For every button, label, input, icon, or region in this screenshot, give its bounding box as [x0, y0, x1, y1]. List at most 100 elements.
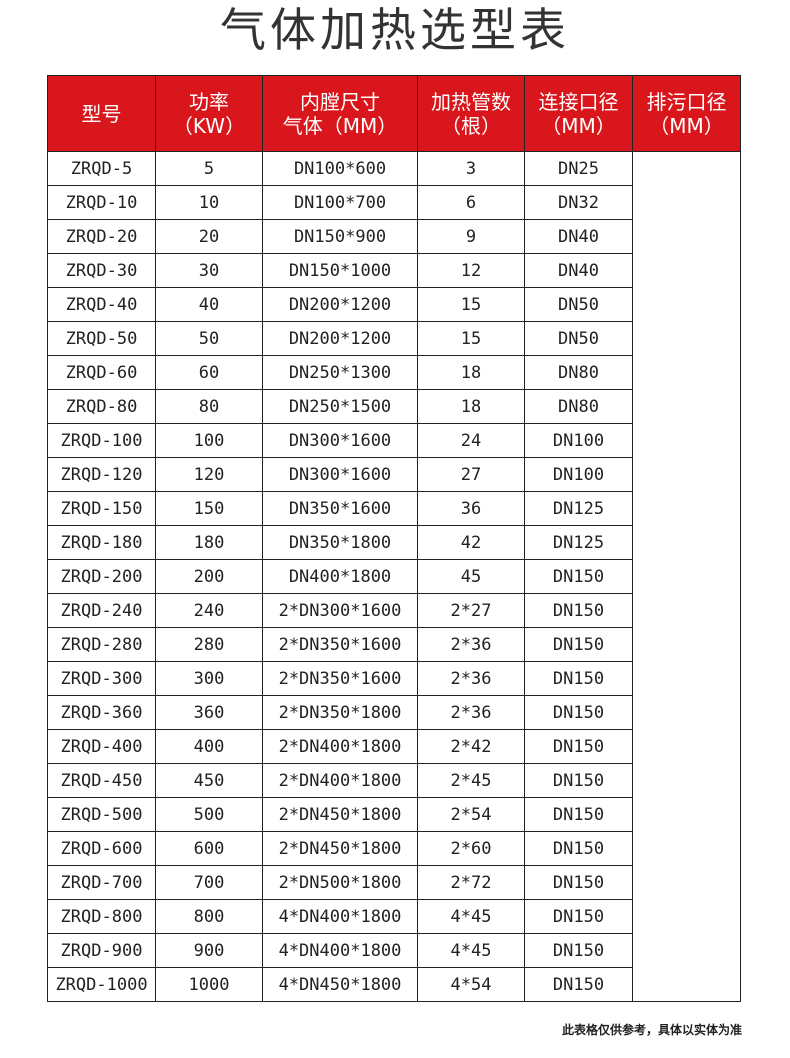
table-cell: DN100 [524, 457, 633, 492]
table-cell: 2*DN450*1800 [262, 797, 418, 832]
table-cell: 18 [417, 355, 525, 390]
table-cell: 200 [155, 559, 263, 594]
table-cell: ZRQD-300 [47, 661, 156, 696]
header-row: 型号 功率 （KW） 内膛尺寸 气体（MM） 加热管数 （根） 连接口径 （MM） 排污口径 （MM… [47, 75, 741, 152]
table-row: ZRQD-10 10 DN100*700 6 DN32 [47, 185, 741, 220]
table-cell: DN300*1600 [262, 423, 418, 458]
table-cell: ZRQD-100 [47, 423, 156, 458]
table-cell: ZRQD-5 [47, 151, 156, 186]
table-cell: 2*DN400*1800 [262, 729, 418, 764]
table-cell: ZRQD-20 [47, 219, 156, 254]
table-cell: DN150 [524, 627, 633, 662]
table-cell: 10 [155, 185, 263, 220]
table-cell: 800 [155, 899, 263, 934]
table-cell: 20 [155, 219, 263, 254]
table-cell: 80 [155, 389, 263, 424]
table-cell: 2*DN350*1800 [262, 695, 418, 730]
table-cell: 18 [417, 389, 525, 424]
table-cell: DN150 [524, 967, 633, 1002]
table-row: ZRQD-1000 1000 4*DN450*1800 4*54 DN150 [47, 967, 741, 1002]
table-cell: 42 [417, 525, 525, 560]
table-cell: 2*DN350*1600 [262, 627, 418, 662]
table-cell: DN150 [524, 933, 633, 968]
table-cell: 60 [155, 355, 263, 390]
header-line2: （根） [441, 113, 501, 138]
table-cell: 400 [155, 729, 263, 764]
table-cell: ZRQD-200 [47, 559, 156, 594]
table-cell: DN50 [524, 321, 633, 356]
table-cell: 2*60 [417, 831, 525, 866]
table-cell: DN150 [524, 559, 633, 594]
table-cell: ZRQD-150 [47, 491, 156, 526]
table-cell: 9 [417, 219, 525, 254]
table-cell: 2*DN300*1600 [262, 593, 418, 628]
table-cell: 2*54 [417, 797, 525, 832]
table-cell: DN250*1300 [262, 355, 418, 390]
table-cell: 15 [417, 287, 525, 322]
table-cell: 300 [155, 661, 263, 696]
table-cell: DN40 [524, 219, 633, 254]
table-cell: 700 [155, 865, 263, 900]
table-cell: DN125 [524, 491, 633, 526]
table-cell: DN200*1200 [262, 287, 418, 322]
table-row: ZRQD-900 900 4*DN400*1800 4*45 DN150 [47, 933, 741, 968]
header-line2: （MM） [649, 113, 724, 138]
table-cell: DN25 [524, 151, 633, 186]
table-row: ZRQD-120 120 DN300*1600 27 DN100 [47, 457, 741, 492]
table-cell: 45 [417, 559, 525, 594]
table-cell: DN200*1200 [262, 321, 418, 356]
table-cell: 4*45 [417, 933, 525, 968]
table-cell: 2*DN450*1800 [262, 831, 418, 866]
header-line2: （KW） [172, 113, 246, 138]
table-cell: ZRQD-280 [47, 627, 156, 662]
table-cell: 4*DN400*1800 [262, 933, 418, 968]
header-line2: （MM） [541, 113, 616, 138]
table-cell: 24 [417, 423, 525, 458]
table-row: ZRQD-200 200 DN400*1800 45 DN150 [47, 559, 741, 594]
table-cell: 30 [155, 253, 263, 288]
table-cell: 2*DN350*1600 [262, 661, 418, 696]
selection-table: 型号 功率 （KW） 内膛尺寸 气体（MM） 加热管数 （根） 连接口径 （MM） 排污口径 （MM… [47, 75, 741, 1002]
table-cell: DN150 [524, 831, 633, 866]
table-cell: 600 [155, 831, 263, 866]
table-cell: DN150 [524, 899, 633, 934]
page-title: 气体加热选型表 [220, 3, 570, 57]
table-cell: DN150*1000 [262, 253, 418, 288]
table-cell: 2*36 [417, 661, 525, 696]
table-cell: 6 [417, 185, 525, 220]
table-row: ZRQD-60 60 DN250*1300 18 DN80 [47, 355, 741, 390]
table-cell: DN100*700 [262, 185, 418, 220]
table-cell: ZRQD-180 [47, 525, 156, 560]
table-row: ZRQD-100 100 DN300*1600 24 DN100 [47, 423, 741, 458]
table-cell: DN250*1500 [262, 389, 418, 424]
column-header: 型号 [47, 75, 156, 152]
table-cell: ZRQD-700 [47, 865, 156, 900]
table-cell: 27 [417, 457, 525, 492]
table-cell: 12 [417, 253, 525, 288]
column-header: 排污口径 （MM） [632, 75, 741, 152]
table-cell: ZRQD-400 [47, 729, 156, 764]
header-line1: 型号 [81, 101, 122, 126]
table-cell: DN150 [524, 865, 633, 900]
table-cell: ZRQD-900 [47, 933, 156, 968]
table-cell: ZRQD-10 [47, 185, 156, 220]
table-row: ZRQD-360 360 2*DN350*1800 2*36 DN150 [47, 695, 741, 730]
column-header: 连接口径 （MM） [524, 75, 633, 152]
table-cell: 2*36 [417, 695, 525, 730]
table-cell: DN32 [524, 185, 633, 220]
table-cell: 360 [155, 695, 263, 730]
table-cell: 5 [155, 151, 263, 186]
table-cell: ZRQD-500 [47, 797, 156, 832]
table-cell: ZRQD-80 [47, 389, 156, 424]
table-row: ZRQD-600 600 2*DN450*1800 2*60 DN150 [47, 831, 741, 866]
table-cell: 2*DN400*1800 [262, 763, 418, 798]
table-cell: 240 [155, 593, 263, 628]
table-cell: 1000 [155, 967, 263, 1002]
table-cell: 2*DN500*1800 [262, 865, 418, 900]
table-cell: DN150 [524, 593, 633, 628]
table-row: ZRQD-20 20 DN150*900 9 DN40 [47, 219, 741, 254]
table-cell: 15 [417, 321, 525, 356]
table-cell: 100 [155, 423, 263, 458]
table-cell: DN40 [524, 253, 633, 288]
table-cell: 280 [155, 627, 263, 662]
